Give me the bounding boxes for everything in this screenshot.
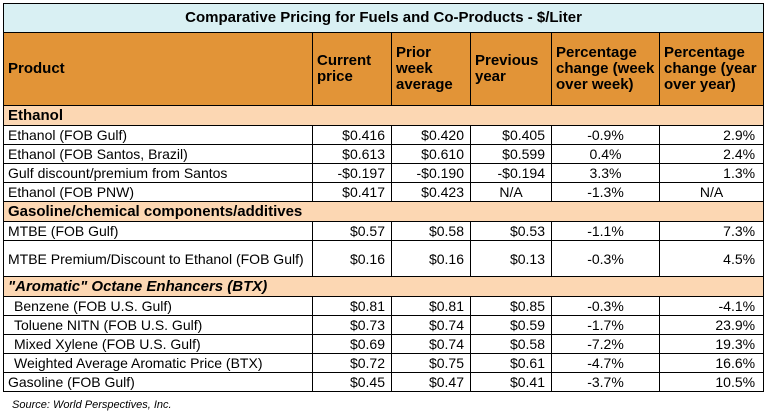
column-header-pct-change-year: Percentage change (year over year) bbox=[658, 32, 765, 106]
prior-week-cell: $0.74 bbox=[391, 334, 471, 354]
product-cell: MTBE (FOB Gulf) bbox=[3, 221, 313, 241]
current-price-cell: $0.416 bbox=[312, 125, 392, 145]
current-price-cell: $0.81 bbox=[312, 296, 392, 316]
column-header-pct-change-week: Percentage change (week over week) bbox=[551, 32, 660, 106]
table-row: Benzene (FOB U.S. Gulf) $0.81 $0.81 $0.8… bbox=[3, 296, 765, 316]
prior-week-cell: $0.81 bbox=[391, 296, 471, 316]
pct-week-cell: -1.7% bbox=[551, 315, 660, 335]
pct-week-cell: -1.1% bbox=[551, 221, 660, 241]
prior-week-cell: $0.420 bbox=[391, 125, 471, 145]
previous-year-cell: $0.599 bbox=[470, 144, 552, 164]
section-title-gasoline-components: Gasoline/chemical components/additives bbox=[2, 201, 765, 222]
table-row: Weighted Average Aromatic Price (BTX) $0… bbox=[3, 353, 765, 373]
product-cell: Gasoline (FOB Gulf) bbox=[3, 372, 313, 392]
section-header-row: Ethanol bbox=[2, 105, 765, 126]
pct-year-cell: -4.1% bbox=[658, 296, 765, 316]
table-row: Ethanol (FOB Santos, Brazil) $0.613 $0.6… bbox=[3, 144, 765, 164]
table-title: Comparative Pricing for Fuels and Co-Pro… bbox=[2, 3, 765, 33]
table-row: Gasoline (FOB Gulf) $0.45 $0.47 $0.41 -3… bbox=[3, 372, 765, 392]
column-header-current-price: Current price bbox=[312, 32, 392, 106]
current-price-cell: $0.45 bbox=[312, 372, 392, 392]
table-row: MTBE (FOB Gulf) $0.57 $0.58 $0.53 -1.1% … bbox=[3, 221, 765, 241]
table-row: Ethanol (FOB Gulf) $0.416 $0.420 $0.405 … bbox=[3, 125, 765, 145]
pct-year-cell: 10.5% bbox=[658, 372, 765, 392]
pct-year-cell: 2.9% bbox=[658, 125, 765, 145]
product-cell: Ethanol (FOB PNW) bbox=[3, 182, 313, 202]
pct-week-cell: -7.2% bbox=[551, 334, 660, 354]
section-title-aromatic: "Aromatic" Octane Enhancers (BTX) bbox=[2, 276, 765, 297]
product-cell: Weighted Average Aromatic Price (BTX) bbox=[3, 353, 313, 373]
pct-year-cell: 4.5% bbox=[658, 240, 765, 277]
previous-year-cell: $0.41 bbox=[470, 372, 552, 392]
previous-year-cell: -$0.194 bbox=[470, 163, 552, 183]
pct-week-cell: 3.3% bbox=[551, 163, 660, 183]
section-header-row: "Aromatic" Octane Enhancers (BTX) bbox=[2, 276, 765, 297]
current-price-cell: $0.613 bbox=[312, 144, 392, 164]
prior-week-cell: $0.47 bbox=[391, 372, 471, 392]
current-price-cell: -$0.197 bbox=[312, 163, 392, 183]
previous-year-cell: $0.61 bbox=[470, 353, 552, 373]
pct-week-cell: 0.4% bbox=[551, 144, 660, 164]
previous-year-cell: $0.405 bbox=[470, 125, 552, 145]
product-cell: Benzene (FOB U.S. Gulf) bbox=[3, 296, 313, 316]
table-row: Gulf discount/premium from Santos -$0.19… bbox=[3, 163, 765, 183]
previous-year-cell: $0.53 bbox=[470, 221, 552, 241]
current-price-cell: $0.417 bbox=[312, 182, 392, 202]
previous-year-cell: $0.58 bbox=[470, 334, 552, 354]
prior-week-cell: $0.16 bbox=[391, 240, 471, 277]
column-header-prior-week-average: Prior week average bbox=[391, 32, 471, 106]
table-row: Mixed Xylene (FOB U.S. Gulf) $0.69 $0.74… bbox=[3, 334, 765, 354]
pct-year-cell: 23.9% bbox=[658, 315, 765, 335]
current-price-cell: $0.69 bbox=[312, 334, 392, 354]
section-title-ethanol: Ethanol bbox=[2, 105, 765, 126]
previous-year-cell: N/A bbox=[470, 182, 552, 202]
header-row: Product Current price Prior week average… bbox=[3, 32, 765, 106]
current-price-cell: $0.16 bbox=[312, 240, 392, 277]
pct-week-cell: -0.3% bbox=[551, 296, 660, 316]
prior-week-cell: $0.610 bbox=[391, 144, 471, 164]
pct-year-cell: 1.3% bbox=[658, 163, 765, 183]
table-row: Toluene NITN (FOB U.S. Gulf) $0.73 $0.74… bbox=[3, 315, 765, 335]
pricing-table: Comparative Pricing for Fuels and Co-Pro… bbox=[2, 3, 765, 392]
pct-year-cell: N/A bbox=[658, 182, 765, 202]
product-cell: Gulf discount/premium from Santos bbox=[3, 163, 313, 183]
previous-year-cell: $0.13 bbox=[470, 240, 552, 277]
pct-week-cell: -1.3% bbox=[551, 182, 660, 202]
table-row: MTBE Premium/Discount to Ethanol (FOB Gu… bbox=[3, 240, 765, 277]
current-price-cell: $0.57 bbox=[312, 221, 392, 241]
section-header-row: Gasoline/chemical components/additives bbox=[2, 201, 765, 222]
product-cell: Ethanol (FOB Gulf) bbox=[3, 125, 313, 145]
title-row: Comparative Pricing for Fuels and Co-Pro… bbox=[2, 3, 765, 33]
prior-week-cell: $0.423 bbox=[391, 182, 471, 202]
product-cell: MTBE Premium/Discount to Ethanol (FOB Gu… bbox=[3, 240, 313, 277]
previous-year-cell: $0.59 bbox=[470, 315, 552, 335]
pct-year-cell: 19.3% bbox=[658, 334, 765, 354]
product-cell: Ethanol (FOB Santos, Brazil) bbox=[3, 144, 313, 164]
column-header-product: Product bbox=[3, 32, 313, 106]
prior-week-cell: $0.74 bbox=[391, 315, 471, 335]
current-price-cell: $0.73 bbox=[312, 315, 392, 335]
pct-week-cell: -4.7% bbox=[551, 353, 660, 373]
pct-year-cell: 7.3% bbox=[658, 221, 765, 241]
product-cell: Toluene NITN (FOB U.S. Gulf) bbox=[3, 315, 313, 335]
previous-year-cell: $0.85 bbox=[470, 296, 552, 316]
pct-year-cell: 2.4% bbox=[658, 144, 765, 164]
pct-week-cell: -3.7% bbox=[551, 372, 660, 392]
pct-week-cell: -0.9% bbox=[551, 125, 660, 145]
table-row: Ethanol (FOB PNW) $0.417 $0.423 N/A -1.3… bbox=[3, 182, 765, 202]
current-price-cell: $0.72 bbox=[312, 353, 392, 373]
pct-year-cell: 16.6% bbox=[658, 353, 765, 373]
prior-week-cell: $0.58 bbox=[391, 221, 471, 241]
source-note: Source: World Perspectives, Inc. bbox=[12, 399, 172, 411]
prior-week-cell: $0.75 bbox=[391, 353, 471, 373]
product-cell: Mixed Xylene (FOB U.S. Gulf) bbox=[3, 334, 313, 354]
prior-week-cell: -$0.190 bbox=[391, 163, 471, 183]
pct-week-cell: -0.3% bbox=[551, 240, 660, 277]
column-header-previous-year: Previous year bbox=[470, 32, 552, 106]
